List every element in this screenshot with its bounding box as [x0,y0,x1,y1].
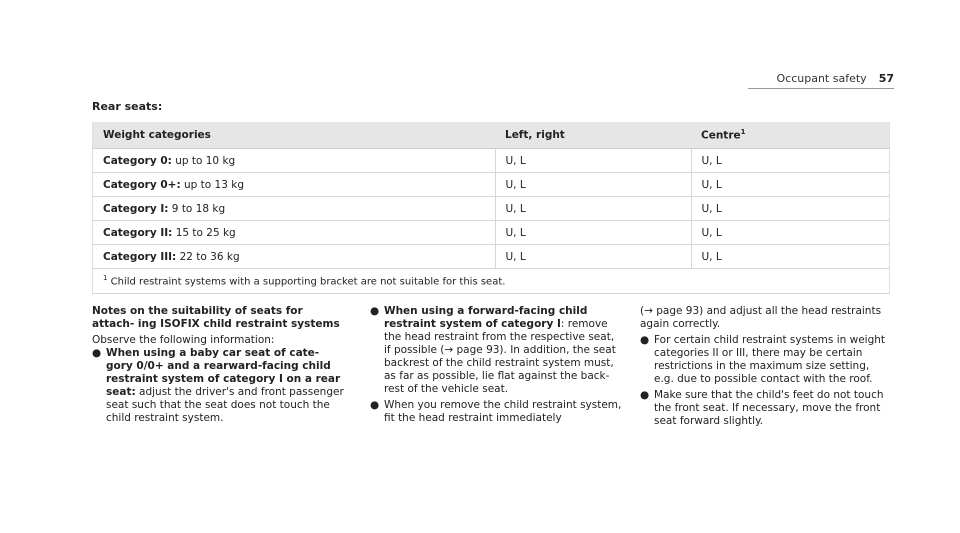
section-title: Rear seats: [92,100,163,113]
centre-cell: U, L [690,172,890,197]
list-item: ● Make sure that the child's feet do not … [640,389,892,428]
left-right-cell: U, L [494,244,691,269]
notes-column-2: ● When using a forward-facing child restr… [370,305,622,425]
table-footnote: 1 Child restraint systems with a support… [92,268,890,294]
left-right-cell: U, L [494,196,691,221]
bullet-icon: ● [640,334,650,346]
section-name: Occupant safety [776,72,867,85]
table-row: Category 0+: up to 13 kg U, L U, L [92,172,890,197]
list-item: ● When you remove the child restraint sys… [370,399,622,425]
centre-label: Centre [701,129,741,142]
list-item: ● When using a baby car seat of cate- gor… [92,347,346,425]
category-label: Category I: [103,202,169,215]
bullet-icon: ● [92,347,102,359]
notes-intro: Observe the following information: [92,334,275,346]
weight-range: 15 to 25 kg [175,226,236,239]
centre-cell: U, L [690,220,890,245]
weight-cell: Category II: 15 to 25 kg [92,220,495,245]
list-item: ● For certain child restraint systems in … [640,334,892,386]
footnote-text: Child restraint systems with a supportin… [110,276,506,288]
weight-range: up to 10 kg [175,154,236,167]
weight-range: 9 to 18 kg [171,202,226,215]
continuation-text: (→ page 93) and adjust all the head rest… [640,305,882,330]
weight-cell: Category 0+: up to 13 kg [92,172,495,197]
weight-range: 22 to 36 kg [179,250,240,263]
left-right-cell: U, L [494,220,691,245]
seat-suitability-table: Weight categories Left, right Centre1 Ca… [92,122,890,294]
page-header: Occupant safety 57 [777,72,894,85]
notes-column-1: Notes on the suitability of seats for at… [92,305,346,425]
bullet-text: When you remove the child restraint syst… [384,399,622,424]
col-header-weight: Weight categories [92,122,495,149]
table-footnote-row: 1 Child restraint systems with a support… [92,268,890,294]
col-header-centre: Centre1 [691,122,890,149]
category-label: Category 0+: [103,178,181,191]
bullet-text: Make sure that the child's feet do not t… [654,389,884,427]
centre-cell: U, L [690,148,890,173]
col-header-left-right: Left, right [495,122,691,149]
page-number: 57 [878,72,894,85]
bullet-icon: ● [640,389,650,401]
bullet-icon: ● [370,305,380,317]
bullet-icon: ● [370,399,380,411]
category-label: Category 0: [103,154,172,167]
bullet-text: adjust the driver's and front passenger … [106,386,344,424]
table-row: Category 0: up to 10 kg U, L U, L [92,148,890,173]
bullet-text: For certain child restraint systems in w… [654,334,886,385]
table-row: Category III: 22 to 36 kg U, L U, L [92,244,890,269]
notes-column-3: (→ page 93) and adjust all the head rest… [640,305,892,428]
bullet-bold-text: When using a forward-facing child restra… [384,305,588,330]
table-header-row: Weight categories Left, right Centre1 [92,122,890,149]
weight-cell: Category I: 9 to 18 kg [92,196,495,221]
left-right-cell: U, L [494,148,691,173]
bullet-text: : remove the head restraint from the res… [384,318,616,395]
weight-cell: Category 0: up to 10 kg [92,148,495,173]
bullet-bold-text: When using a baby car seat of cate- gory… [106,347,341,398]
table-row: Category I: 9 to 18 kg U, L U, L [92,196,890,221]
footnote-number: 1 [103,274,108,283]
centre-cell: U, L [690,196,890,221]
left-right-cell: U, L [494,172,691,197]
weight-cell: Category III: 22 to 36 kg [92,244,495,269]
category-label: Category III: [103,250,177,263]
notes-title: Notes on the suitability of seats for at… [92,305,340,330]
list-item: ● When using a forward-facing child restr… [370,305,622,396]
header-divider [748,88,894,89]
centre-cell: U, L [690,244,890,269]
category-label: Category II: [103,226,173,239]
weight-range: up to 13 kg [184,178,244,191]
table-row: Category II: 15 to 25 kg U, L U, L [92,220,890,245]
footnote-marker: 1 [740,128,746,137]
